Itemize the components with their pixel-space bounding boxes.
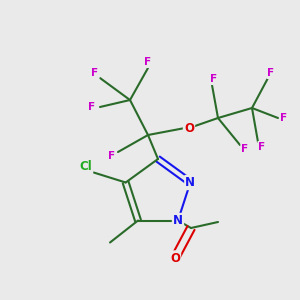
Text: N: N — [173, 214, 183, 227]
Text: F: F — [88, 102, 96, 112]
Text: F: F — [258, 142, 266, 152]
Text: F: F — [280, 113, 288, 123]
Text: F: F — [210, 74, 218, 84]
Text: F: F — [144, 57, 152, 67]
Text: O: O — [170, 251, 180, 265]
Text: O: O — [184, 122, 194, 134]
Text: N: N — [185, 176, 195, 189]
Text: Cl: Cl — [79, 160, 92, 173]
Text: F: F — [267, 68, 274, 78]
Text: F: F — [108, 151, 116, 161]
Text: F: F — [242, 144, 249, 154]
Text: F: F — [92, 68, 99, 78]
